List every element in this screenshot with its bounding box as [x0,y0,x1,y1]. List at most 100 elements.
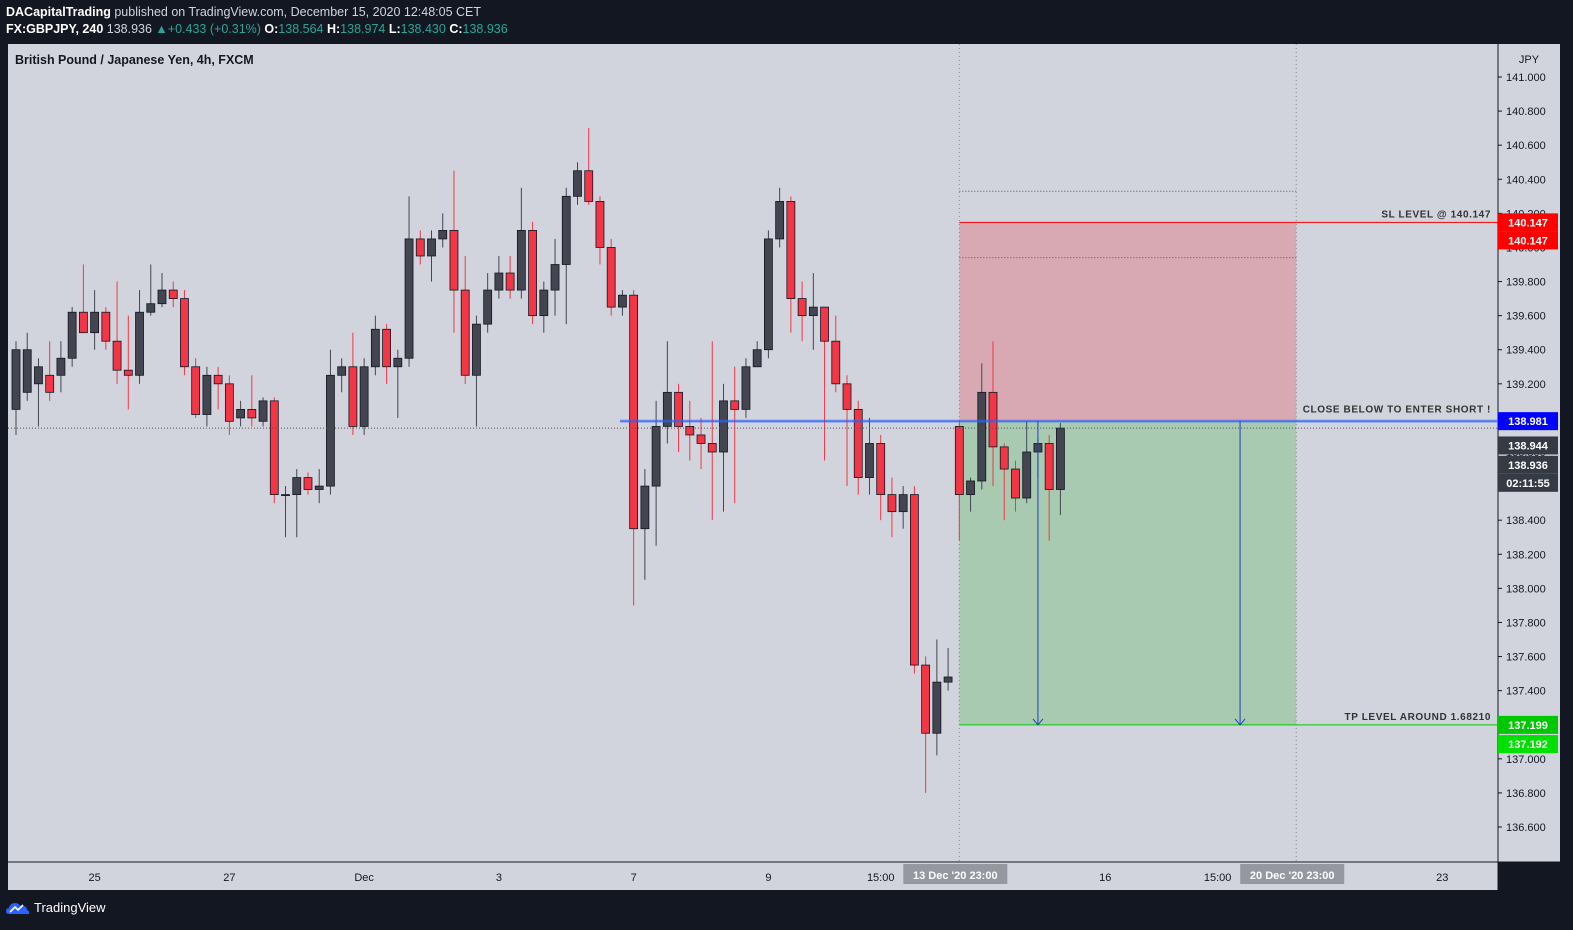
candle-body [595,201,605,248]
time-marker-box [903,864,1008,884]
price-tag-label: 140.147 [1508,217,1548,229]
author-name[interactable]: DACapitalTrading [6,5,111,19]
candle-body [135,311,144,376]
candle-body [528,230,537,317]
candle-body [112,340,122,371]
time-marker-label: 20 Dec '20 23:00 [1250,870,1335,882]
price-tag-label: 138.936 [1508,460,1548,472]
candle-body [382,328,391,368]
candle-body [34,366,43,385]
candle-body [696,434,706,444]
candle-body [775,201,785,240]
candle-body [11,349,21,410]
candle-body [808,306,818,317]
trade-overlay[interactable]: SL LEVEL @ 140.147 CLOSE BELOW TO ENTER S… [8,209,1498,726]
candle-body [988,391,998,448]
candle-body [303,477,313,490]
candle-body [1011,468,1020,499]
candle-body [427,238,436,257]
down-arrow-head [1032,718,1044,726]
candle-body [887,494,897,513]
candle-body [449,230,459,291]
price-tag-label: 138.944 [1508,440,1549,452]
candle-body [494,272,504,291]
price-tick-label: 141.000 [1506,72,1546,84]
candle-body [651,426,661,487]
price-tag-box [1498,735,1558,754]
take-profit-zone [959,421,1297,725]
candle-body [561,195,571,265]
candle-body [438,230,448,240]
time-tick-label: 15:00 [867,872,895,884]
candle-body [662,391,672,427]
low-label: L: [388,22,401,36]
candle-body [359,366,369,427]
tradingview-logo[interactable]: TradingView [6,900,106,915]
price-tag-box [1498,412,1558,431]
open-label: O: [264,22,279,36]
candle-body [281,494,290,497]
candle-body [67,311,77,359]
price-tick-label: 139.400 [1506,345,1546,357]
time-tick-label: 7 [631,872,637,884]
time-tick-label: 3 [496,872,502,884]
candle-body [820,306,829,342]
price-tag-box [1498,473,1558,492]
price-tick-label: 138.400 [1506,515,1546,527]
price-tick-label: 136.800 [1506,788,1546,800]
close-label: C: [449,22,463,36]
brand-name: TradingView [34,900,106,915]
candle-body [191,366,201,415]
time-tick-label: 9 [765,872,771,884]
candle-body [685,426,695,436]
price-tag-label: 138.981 [1508,416,1548,428]
candle-body [1055,427,1065,490]
candle-body [78,311,88,334]
price-tick-label: 140.600 [1506,140,1546,152]
price-tags: 140.147 140.147 138.981 138.944 138.936 02:11… [1498,213,1558,754]
candle-body [404,238,414,359]
candle-body [472,323,481,376]
time-tick-label: 15:00 [1204,872,1232,884]
price-tick-label: 139.800 [1506,277,1546,289]
candle-body [910,494,919,666]
publish-info: DACapitalTrading published on TradingVie… [6,5,481,19]
triangle-up-icon: ▲ [155,22,168,36]
candle-body [977,391,987,482]
price-tick-label: 137.600 [1506,652,1546,664]
candle-body [56,357,66,376]
candle-body [831,340,841,385]
candle-body [898,494,908,513]
publish-date: published on TradingView.com, December 1… [114,5,482,19]
candle-body [157,289,167,305]
price-tick-label: 136.600 [1506,822,1546,834]
candle-body [393,357,403,368]
candle-body [921,664,931,734]
candle-body [236,408,246,419]
high-value: 138.974 [340,22,386,36]
price-tick-label: 137.400 [1506,686,1546,698]
candle-body [1044,443,1054,490]
candle-body [1022,451,1032,499]
high-label: H: [326,22,341,36]
candle-body [584,170,594,202]
candle-series[interactable] [11,128,1065,793]
time-marker-box [1240,864,1345,884]
price-tag-box [1498,231,1558,250]
chart-header: DACapitalTrading published on TradingVie… [0,0,1573,44]
candle-body [292,477,302,496]
currency-label: JPY [1519,54,1540,66]
price-tag-label: 137.199 [1508,720,1548,732]
price-tag-box [1498,455,1558,474]
close-value: 138.936 [462,22,508,36]
time-tick-label: 25 [88,872,100,884]
candle-body [629,294,639,530]
symbol-ohlc: FX:GBPJPY, 240 138.936 ▲+0.433 (+0.31%) … [6,22,508,36]
price-tick-label: 140.800 [1506,106,1546,118]
footer: TradingView [0,892,1573,930]
symbol-interval[interactable]: FX:GBPJPY, 240 [6,22,104,36]
price-tick-label: 138.000 [1506,583,1546,595]
candle-body [22,349,32,393]
